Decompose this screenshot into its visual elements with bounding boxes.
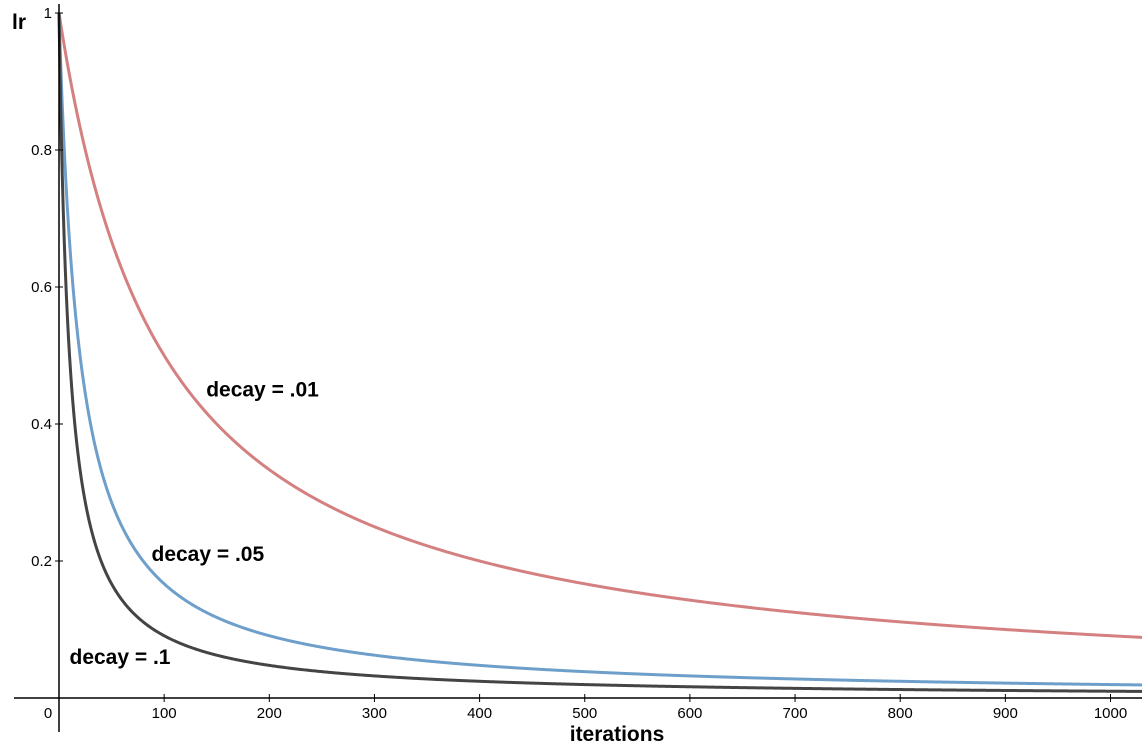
axes-layer [14,4,1142,732]
series-label-1: decay = .05 [152,543,265,566]
x-tick-label-4: 400 [467,705,492,722]
y-tick-label-0: 0.2 [31,553,52,570]
y-tick-label-1: 0.4 [31,416,52,433]
series-line-2 [57,12,1142,693]
x-tick-label-8: 800 [888,705,913,722]
x-tick-label-0: 0 [44,705,52,722]
x-tick-label-2: 200 [257,705,282,722]
x-tick-label-1: 100 [152,705,177,722]
ticks-layer: 0 100 200 300 400 500 600 700 800 900 1000 0.2 0.4 0.… [31,5,1127,722]
x-tick-label-9: 900 [993,705,1018,722]
y-tick-label-4: 1 [44,5,52,22]
x-tick-label-6: 600 [677,705,702,722]
x-tick-label-3: 300 [362,705,387,722]
curves-layer [57,12,1142,693]
labels-layer: lr iterations [12,11,664,746]
series-labels-layer: decay = .01 decay = .05 decay = .1 [70,379,320,669]
x-tick-label-5: 500 [572,705,597,722]
x-tick-label-7: 700 [783,705,808,722]
x-axis-title: iterations [570,723,665,746]
y-axis-title: lr [12,11,26,34]
series-label-0: decay = .01 [206,379,319,402]
y-tick-label-2: 0.6 [31,279,52,296]
x-tick-label-10: 1000 [1094,705,1127,722]
series-line-0 [57,12,1142,639]
y-tick-label-3: 0.8 [31,142,52,159]
series-label-2: decay = .1 [70,646,171,669]
series-line-1 [57,12,1142,687]
